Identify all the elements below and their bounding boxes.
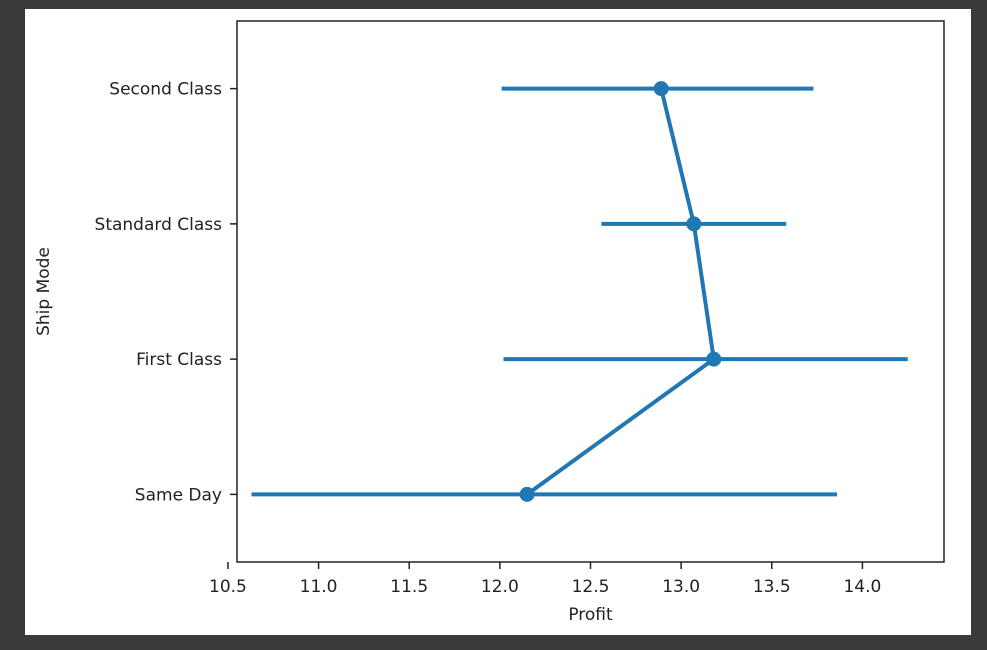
x-tick-label: 12.0 — [481, 577, 519, 597]
x-axis-label: Profit — [568, 605, 613, 625]
error-bars — [251, 86, 908, 497]
data-point — [706, 351, 722, 367]
pointplot-chart: Second Class Standard Class First Class Sam… — [34, 20, 945, 625]
x-tick-label: 13.5 — [753, 577, 791, 597]
data-point — [653, 81, 669, 97]
x-tick-label: 13.0 — [662, 577, 700, 597]
x-tick-label: 11.0 — [300, 577, 338, 597]
y-axis-label: Ship Mode — [34, 247, 54, 336]
x-tick-label: 12.5 — [572, 577, 610, 597]
y-tick-label: Standard Class — [95, 215, 223, 235]
y-axis-ticks: Second Class Standard Class First Class Sam… — [95, 80, 237, 505]
data-point — [519, 486, 535, 502]
series-line — [525, 86, 716, 497]
x-tick-label: 11.5 — [390, 577, 428, 597]
chart-frame: Second Class Standard Class First Class Sam… — [25, 9, 971, 635]
y-tick-label: Second Class — [109, 80, 222, 100]
plot-frame — [236, 20, 945, 563]
x-tick-label: 14.0 — [843, 577, 881, 597]
y-tick-label: Same Day — [135, 485, 222, 505]
data-point — [686, 216, 702, 232]
x-axis-ticks: 10.5 11.0 11.5 12.0 12.5 13.0 13.5 14.0 — [209, 562, 881, 597]
data-points — [519, 81, 722, 502]
y-tick-label: First Class — [136, 350, 222, 370]
x-tick-label: 10.5 — [209, 577, 247, 597]
